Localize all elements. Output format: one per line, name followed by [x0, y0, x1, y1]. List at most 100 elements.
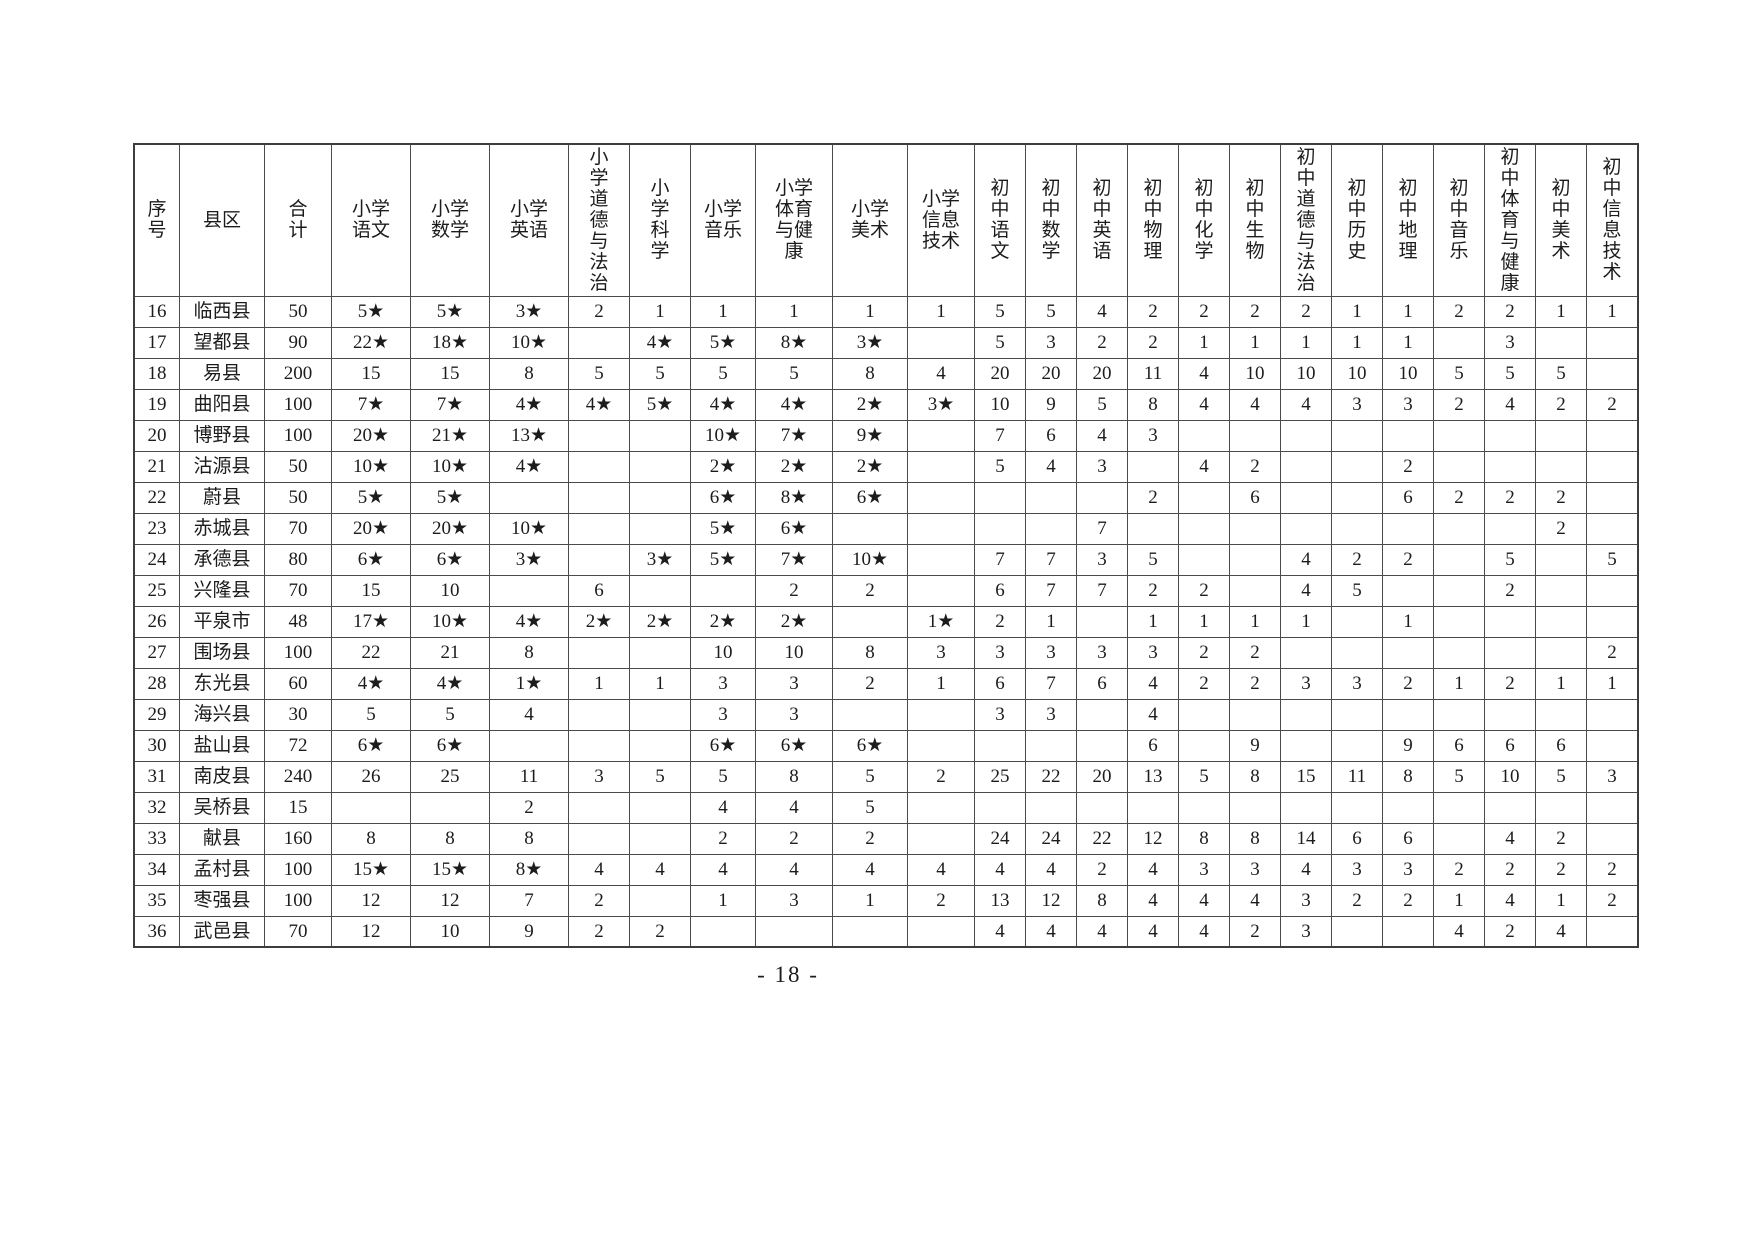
data-cell-cz-tiyu-jiankang: 4 — [1484, 388, 1536, 421]
data-cell-cz-daode-fazhi: 1 — [1280, 605, 1332, 638]
data-cell-xx-yuwen: 26 — [331, 760, 411, 793]
data-cell-xx-meishu: 3★ — [832, 326, 908, 359]
data-cell-heji: 70 — [264, 915, 332, 948]
serial-cell: 22 — [133, 481, 180, 514]
data-cell-heji: 60 — [264, 667, 332, 700]
data-cell-cz-yingyu — [1076, 698, 1128, 731]
data-cell-xx-kexue — [629, 450, 691, 483]
header-cell-xx-shuxue: 小学数学 — [410, 143, 490, 297]
table-row: 31 南皮县 240 26 25 11 3 5 5 8 5 2 25 22 20 13 5 8 15 11 8 5 10 5 3 — [133, 760, 1639, 793]
table-row: 19 曲阳县 100 7★ 7★ 4★ 4★ 5★ 4★ 4★ 2★ 3★ 10 9 5 8 4 4 4 3 3 2 4 2 2 — [133, 388, 1639, 421]
serial-cell: 31 — [133, 760, 180, 793]
data-cell-xx-yinyue: 4 — [690, 853, 756, 886]
data-cell-cz-yinyue — [1433, 698, 1485, 731]
data-cell-cz-shuxue: 3 — [1025, 698, 1077, 731]
data-cell-xx-tiyu-jiankang: 5 — [755, 357, 833, 390]
data-cell-cz-wuli: 2 — [1127, 481, 1179, 514]
data-cell-cz-yinyue — [1433, 512, 1485, 545]
data-cell-xx-daode-fazhi — [568, 481, 630, 514]
data-cell-xx-yinyue: 3 — [690, 698, 756, 731]
data-cell-cz-dili — [1382, 791, 1434, 824]
data-cell-xx-kexue: 5 — [629, 357, 691, 390]
header-cell-cz-xinxi-jishu: 初中信息技术 — [1586, 143, 1639, 297]
data-cell-cz-yinyue: 2 — [1433, 388, 1485, 421]
data-cell-xx-tiyu-jiankang: 8 — [755, 760, 833, 793]
data-cell-cz-wuli: 3 — [1127, 419, 1179, 452]
data-cell-cz-daode-fazhi — [1280, 419, 1332, 452]
data-cell-cz-lishi — [1331, 419, 1383, 452]
data-cell-cz-huaxue — [1178, 729, 1230, 762]
data-cell-cz-shuxue — [1025, 481, 1077, 514]
header-label: 初中地理 — [1398, 178, 1418, 263]
data-cell-cz-daode-fazhi: 2 — [1280, 295, 1332, 328]
data-cell-cz-meishu — [1535, 698, 1587, 731]
data-cell-cz-wuli: 1 — [1127, 605, 1179, 638]
data-cell-xx-meishu: 5 — [832, 791, 908, 824]
data-cell-heji: 100 — [264, 884, 332, 917]
table-header: 序号 县区 合计 小学语文 小学数学 小学英语 小学道德与法治 小学科学 小学音乐 小学体育与健康… — [133, 143, 1639, 297]
data-cell-xx-tiyu-jiankang: 4 — [755, 853, 833, 886]
data-cell-xx-daode-fazhi: 5 — [568, 357, 630, 390]
table-row: 35 枣强县 100 12 12 7 2 1 3 1 2 13 12 8 4 4 4 3 2 2 1 4 1 2 — [133, 884, 1639, 917]
header-label: 初中化学 — [1194, 178, 1214, 263]
serial-cell: 34 — [133, 853, 180, 886]
data-cell-cz-shengwu: 10 — [1229, 357, 1281, 390]
data-cell-xx-yinyue: 4 — [690, 791, 756, 824]
data-cell-xx-daode-fazhi: 2 — [568, 295, 630, 328]
data-cell-cz-tiyu-jiankang — [1484, 512, 1536, 545]
data-cell-xx-shuxue: 10 — [410, 915, 490, 948]
county-cell: 博野县 — [179, 419, 265, 452]
data-cell-heji: 90 — [264, 326, 332, 359]
table-row: 36 武邑县 70 12 10 9 2 2 4 4 4 4 4 2 3 4 2 4 — [133, 915, 1639, 948]
data-cell-xx-shuxue: 21 — [410, 636, 490, 669]
data-cell-xx-tiyu-jiankang: 7★ — [755, 419, 833, 452]
data-cell-xx-yingyu: 2 — [489, 791, 569, 824]
serial-cell: 18 — [133, 357, 180, 390]
data-cell-cz-daode-fazhi — [1280, 698, 1332, 731]
data-cell-cz-shengwu — [1229, 512, 1281, 545]
data-cell-xx-xinxi-jishu — [907, 543, 975, 576]
data-cell-cz-shengwu — [1229, 791, 1281, 824]
data-cell-cz-shengwu: 2 — [1229, 667, 1281, 700]
data-cell-cz-yingyu: 4 — [1076, 419, 1128, 452]
data-cell-cz-wuli: 12 — [1127, 822, 1179, 855]
data-cell-cz-shuxue: 7 — [1025, 667, 1077, 700]
county-cell: 南皮县 — [179, 760, 265, 793]
data-cell-cz-meishu: 2 — [1535, 853, 1587, 886]
header-label: 小学信息技术 — [921, 188, 960, 252]
data-cell-cz-tiyu-jiankang — [1484, 698, 1536, 731]
data-cell-cz-xinxi-jishu — [1586, 605, 1639, 638]
data-cell-cz-xinxi-jishu — [1586, 450, 1639, 483]
header-cell-cz-wuli: 初中物理 — [1127, 143, 1179, 297]
header-row: 序号 县区 合计 小学语文 小学数学 小学英语 小学道德与法治 小学科学 小学音乐 小学体育与健康… — [133, 143, 1639, 297]
header-label: 初中历史 — [1347, 178, 1367, 263]
data-cell-xx-yuwen: 17★ — [331, 605, 411, 638]
data-cell-xx-yingyu: 8 — [489, 822, 569, 855]
data-cell-xx-yingyu — [489, 481, 569, 514]
data-cell-xx-tiyu-jiankang: 2★ — [755, 450, 833, 483]
data-cell-cz-wuli: 11 — [1127, 357, 1179, 390]
data-cell-xx-xinxi-jishu: 4 — [907, 357, 975, 390]
data-cell-cz-lishi: 3 — [1331, 667, 1383, 700]
data-cell-xx-daode-fazhi: 2 — [568, 884, 630, 917]
page-number: - 18 - — [757, 962, 819, 987]
data-cell-xx-meishu: 6★ — [832, 481, 908, 514]
header-cell-cz-yuwen: 初中语文 — [974, 143, 1026, 297]
data-cell-xx-daode-fazhi — [568, 791, 630, 824]
data-cell-cz-dili: 1 — [1382, 605, 1434, 638]
data-cell-xx-xinxi-jishu: 1 — [907, 295, 975, 328]
data-cell-xx-tiyu-jiankang: 8★ — [755, 326, 833, 359]
data-cell-cz-daode-fazhi — [1280, 450, 1332, 483]
header-cell-xx-tiyu-jiankang: 小学体育与健康 — [755, 143, 833, 297]
data-cell-cz-daode-fazhi — [1280, 791, 1332, 824]
data-cell-cz-wuli — [1127, 512, 1179, 545]
data-cell-xx-yingyu: 4★ — [489, 388, 569, 421]
data-cell-xx-meishu — [832, 605, 908, 638]
county-cell: 望都县 — [179, 326, 265, 359]
header-cell-cz-tiyu-jiankang: 初中体育与健康 — [1484, 143, 1536, 297]
data-cell-xx-shuxue: 21★ — [410, 419, 490, 452]
data-cell-xx-meishu: 2 — [832, 667, 908, 700]
header-label: 初中物理 — [1143, 178, 1163, 263]
data-cell-xx-shuxue: 5 — [410, 698, 490, 731]
serial-cell: 19 — [133, 388, 180, 421]
